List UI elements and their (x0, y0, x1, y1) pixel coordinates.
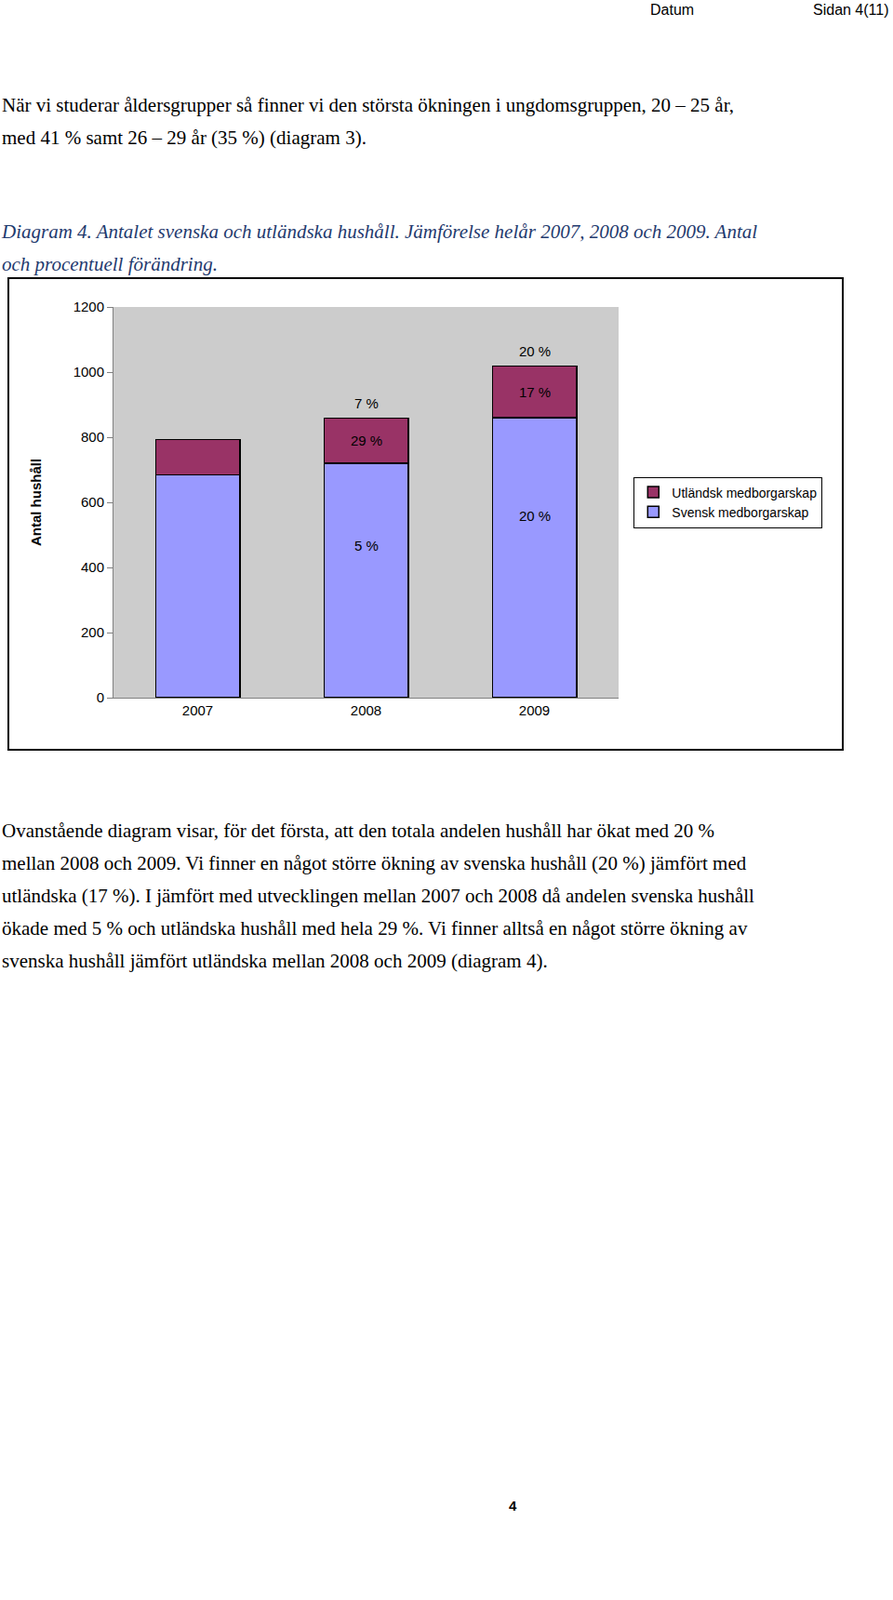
svg-text:Antal hushåll: Antal hushåll (27, 458, 44, 547)
svg-text:Utländsk medborgarskap: Utländsk medborgarskap (671, 485, 817, 501)
html-text:4: 4 (508, 1497, 517, 1514)
html-text:utländska (17 %). I jämfört me: utländska (17 %). I jämfört med utveckli… (1, 884, 755, 907)
html-text:och procentuell förändring.: och procentuell förändring. (1, 253, 218, 276)
svg-text:7 %: 7 % (354, 395, 379, 412)
html-text:Diagram 4. Antalet svenska och: Diagram 4. Antalet svenska och utländska… (1, 220, 758, 243)
svg-text:20 %: 20 % (519, 343, 551, 360)
html-text:Sidan 4(11): Sidan 4(11) (813, 1, 889, 18)
svg-text:2008: 2008 (350, 702, 382, 719)
html-text:svenska hushåll jämfört utländ: svenska hushåll jämfört utländska mellan… (1, 949, 548, 973)
svg-text:200: 200 (80, 624, 105, 640)
svg-text:400: 400 (80, 559, 105, 575)
svg-text:1000: 1000 (73, 363, 105, 380)
html-text:Ovanstående diagram visar, för: Ovanstående diagram visar, för det först… (1, 819, 715, 842)
html-text:mellan 2008 och 2009. Vi finne: mellan 2008 och 2009. Vi finner en något… (1, 852, 747, 875)
svg-text:17 %: 17 % (519, 384, 551, 400)
svg-text:20 %: 20 % (519, 507, 551, 524)
svg-text:29 %: 29 % (350, 432, 383, 449)
svg-text:600: 600 (80, 493, 105, 510)
svg-text:1200: 1200 (73, 298, 105, 315)
svg-text:Svensk medborgarskap: Svensk medborgarskap (671, 505, 809, 520)
svg-text:5 %: 5 % (354, 537, 379, 554)
svg-text:800: 800 (80, 428, 105, 445)
html-text:ökade med 5 % och utländska hu: ökade med 5 % och utländska hushåll med … (1, 917, 748, 940)
html-text:När vi studerar åldersgrupper: När vi studerar åldersgrupper så finner … (1, 93, 735, 117)
svg-text:2009: 2009 (519, 702, 550, 719)
svg-text:2007: 2007 (182, 702, 214, 719)
svg-text:0: 0 (96, 689, 105, 706)
html-text:med 41 % samt 26 – 29 år (35 %: med 41 % samt 26 – 29 år (35 %) (diagram… (1, 126, 367, 149)
html-text:Datum: Datum (650, 1, 695, 18)
